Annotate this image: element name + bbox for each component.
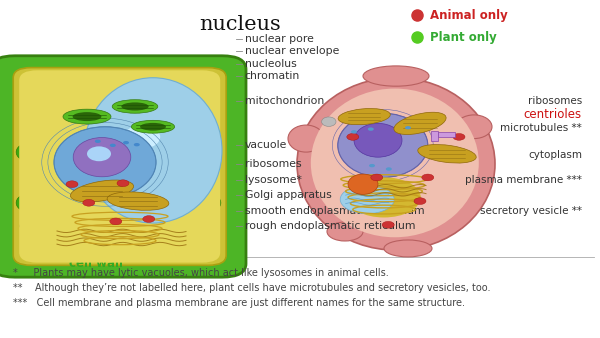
Ellipse shape bbox=[199, 194, 221, 211]
Ellipse shape bbox=[16, 194, 38, 211]
Text: nuclear envelope: nuclear envelope bbox=[245, 46, 339, 56]
Text: plasma membrane ***: plasma membrane *** bbox=[465, 175, 582, 185]
Ellipse shape bbox=[327, 222, 363, 241]
Text: ribosomes: ribosomes bbox=[245, 159, 301, 169]
Text: mitochondrion: mitochondrion bbox=[245, 96, 324, 106]
Ellipse shape bbox=[73, 112, 101, 121]
Text: chloroplast: chloroplast bbox=[31, 79, 106, 92]
Text: ***   Cell membrane and plasma membrane are just different names for the same st: *** Cell membrane and plasma membrane ar… bbox=[13, 298, 465, 308]
Ellipse shape bbox=[16, 144, 38, 161]
Ellipse shape bbox=[456, 115, 492, 139]
Text: **    Although they’re not labelled here, plant cells have microtubules and secr: ** Although they’re not labelled here, p… bbox=[13, 283, 491, 293]
Circle shape bbox=[386, 167, 392, 171]
Circle shape bbox=[347, 134, 359, 140]
Ellipse shape bbox=[348, 174, 378, 194]
Ellipse shape bbox=[112, 100, 158, 113]
Circle shape bbox=[66, 181, 78, 188]
Ellipse shape bbox=[199, 144, 221, 161]
Text: centrioles: centrioles bbox=[524, 108, 582, 121]
Circle shape bbox=[123, 141, 129, 144]
Circle shape bbox=[117, 180, 129, 187]
Ellipse shape bbox=[54, 127, 156, 198]
Ellipse shape bbox=[107, 192, 169, 210]
Circle shape bbox=[371, 174, 383, 181]
Circle shape bbox=[110, 218, 122, 225]
Ellipse shape bbox=[121, 102, 149, 111]
Circle shape bbox=[368, 127, 374, 131]
Circle shape bbox=[422, 174, 434, 181]
Ellipse shape bbox=[87, 146, 111, 161]
Ellipse shape bbox=[73, 138, 131, 177]
Circle shape bbox=[110, 144, 116, 147]
Circle shape bbox=[351, 130, 357, 134]
Text: Golgi apparatus: Golgi apparatus bbox=[245, 190, 332, 200]
Ellipse shape bbox=[340, 185, 394, 214]
Text: ribosomes: ribosomes bbox=[528, 96, 582, 106]
Ellipse shape bbox=[384, 240, 432, 257]
Ellipse shape bbox=[365, 130, 391, 147]
Ellipse shape bbox=[418, 145, 476, 163]
Circle shape bbox=[134, 143, 140, 146]
FancyBboxPatch shape bbox=[13, 68, 226, 265]
Ellipse shape bbox=[70, 180, 134, 202]
Text: rough endoplasmatic reticulum: rough endoplasmatic reticulum bbox=[245, 221, 415, 232]
Circle shape bbox=[453, 134, 465, 140]
Ellipse shape bbox=[394, 112, 446, 135]
FancyBboxPatch shape bbox=[0, 56, 246, 277]
Ellipse shape bbox=[338, 108, 391, 125]
Text: chromatin: chromatin bbox=[245, 71, 300, 81]
Text: *     Plants may have lytic vacuoles, which act like lysosomes in animal cells.: * Plants may have lytic vacuoles, which … bbox=[13, 268, 389, 278]
Text: cell wall: cell wall bbox=[69, 257, 123, 270]
Text: nucleus: nucleus bbox=[199, 15, 281, 34]
Ellipse shape bbox=[322, 117, 336, 126]
Circle shape bbox=[369, 164, 375, 167]
Circle shape bbox=[414, 198, 426, 204]
Text: Plant only: Plant only bbox=[430, 31, 497, 44]
Ellipse shape bbox=[288, 125, 324, 152]
Circle shape bbox=[143, 216, 155, 222]
Text: microtubules **: microtubules ** bbox=[500, 123, 582, 134]
Ellipse shape bbox=[311, 89, 479, 237]
Text: cytoplasm: cytoplasm bbox=[19, 206, 73, 216]
Text: Animal only: Animal only bbox=[430, 9, 508, 22]
Ellipse shape bbox=[347, 177, 421, 217]
Ellipse shape bbox=[338, 113, 428, 177]
Ellipse shape bbox=[63, 109, 111, 124]
Ellipse shape bbox=[84, 78, 222, 223]
FancyBboxPatch shape bbox=[19, 70, 220, 263]
Circle shape bbox=[83, 199, 95, 206]
Circle shape bbox=[405, 126, 411, 129]
Ellipse shape bbox=[363, 66, 429, 86]
Text: cytoplasm: cytoplasm bbox=[528, 150, 582, 161]
Ellipse shape bbox=[124, 125, 160, 149]
Ellipse shape bbox=[354, 123, 402, 157]
Bar bbox=[438, 132, 455, 137]
Text: nucleolus: nucleolus bbox=[245, 58, 296, 69]
Text: smooth endoplasmatic reticulum: smooth endoplasmatic reticulum bbox=[245, 206, 424, 216]
Text: secretory vesicle **: secretory vesicle ** bbox=[480, 206, 582, 216]
Text: nuclear pore: nuclear pore bbox=[245, 34, 314, 44]
Text: lysosome*: lysosome* bbox=[245, 175, 302, 185]
Text: vacuole: vacuole bbox=[245, 140, 287, 150]
Ellipse shape bbox=[140, 123, 166, 130]
Bar bbox=[431, 131, 438, 141]
Text: cell membrane***: cell membrane*** bbox=[19, 221, 113, 232]
Circle shape bbox=[95, 140, 101, 143]
Ellipse shape bbox=[297, 78, 495, 250]
Ellipse shape bbox=[131, 120, 175, 133]
Circle shape bbox=[382, 221, 394, 228]
